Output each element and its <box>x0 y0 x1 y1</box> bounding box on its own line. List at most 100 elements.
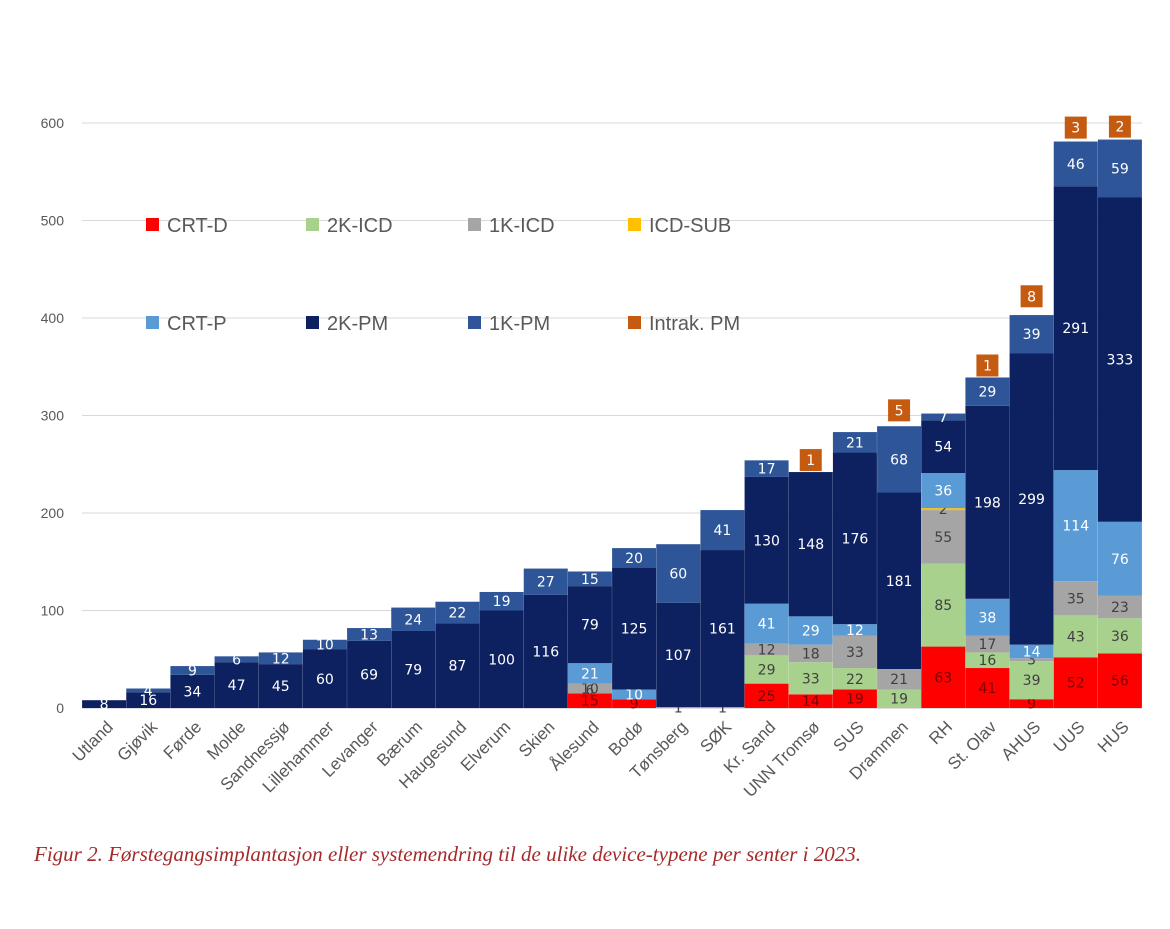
y-tick-label: 0 <box>56 700 64 716</box>
bar-segment <box>567 683 612 694</box>
bar-segment <box>1108 115 1131 138</box>
bar-segment <box>921 508 966 511</box>
bar-segment <box>656 707 701 708</box>
data-label: 17 <box>758 462 776 478</box>
y-tick-label: 600 <box>41 115 65 131</box>
data-label: 36 <box>1111 629 1129 645</box>
data-label: 47 <box>228 678 246 694</box>
data-label: 39 <box>1023 673 1041 689</box>
data-label: 1 <box>674 701 683 717</box>
legend-label: CRT-D <box>167 215 228 237</box>
bar-segment <box>567 693 612 708</box>
data-label: 39 <box>1023 327 1041 343</box>
bar-segment <box>567 663 612 684</box>
data-label: 76 <box>1111 552 1129 568</box>
bar-segment <box>612 699 657 708</box>
bar-segment <box>479 591 524 611</box>
data-label: 14 <box>802 694 820 710</box>
bar-segment <box>126 692 171 708</box>
data-label: 8 <box>1027 289 1036 305</box>
data-label: 12 <box>846 623 864 639</box>
data-label: 79 <box>581 618 599 634</box>
x-tick-label: Utland <box>69 717 117 765</box>
bar-segment <box>1009 315 1054 354</box>
data-label: 29 <box>758 662 776 678</box>
data-label: 3 <box>1071 121 1080 137</box>
bar-segment <box>965 377 1010 406</box>
bar-segment <box>170 666 215 675</box>
bar-segment <box>788 694 833 708</box>
data-label: 9 <box>188 663 197 679</box>
data-label: 6 <box>586 683 594 698</box>
data-label: 18 <box>802 646 820 662</box>
bar-segment <box>656 544 701 603</box>
data-label: 9 <box>1027 697 1036 713</box>
bar-segment <box>214 662 259 708</box>
bar-segment <box>965 652 1010 669</box>
bar-segment <box>1009 353 1054 645</box>
bar-segment <box>877 492 922 669</box>
data-label: 15 <box>581 572 599 588</box>
bar-segment <box>965 598 1010 636</box>
bar-segment <box>744 460 789 477</box>
data-label: 6 <box>232 652 241 668</box>
legend-swatch <box>306 316 319 329</box>
bar-segment <box>744 655 789 684</box>
data-label: 8 <box>100 697 109 713</box>
legend-swatch <box>468 316 481 329</box>
bar-segment <box>391 607 436 631</box>
bar-segment <box>700 707 745 708</box>
data-label: 33 <box>846 645 864 661</box>
data-label: 41 <box>758 617 776 633</box>
figure-caption: Figur 2. Førstegangsimplantasjon eller s… <box>34 842 861 866</box>
y-tick-label: 200 <box>41 505 65 521</box>
data-label: 3 <box>1027 653 1036 669</box>
bar-segment <box>170 674 215 708</box>
data-label: 21 <box>846 435 864 451</box>
bar-segment <box>788 662 833 695</box>
data-label: 19 <box>493 594 511 610</box>
bar-segment <box>302 639 347 650</box>
y-tick-label: 100 <box>41 603 65 619</box>
bar-segment <box>82 700 127 708</box>
data-label: 24 <box>404 612 422 628</box>
x-tick-label: RH <box>925 717 956 748</box>
bar-segment <box>788 644 833 663</box>
bar-segment <box>965 668 1010 708</box>
data-label: 33 <box>802 671 820 687</box>
bar-segment <box>700 550 745 708</box>
data-label: 181 <box>886 574 913 590</box>
bar-segment <box>567 571 612 587</box>
data-label: 299 <box>1018 492 1045 508</box>
bar-segment <box>1009 699 1054 708</box>
data-label: 46 <box>1067 157 1085 173</box>
bar-segment <box>1020 285 1043 308</box>
bar-segment <box>302 649 347 708</box>
data-label: 34 <box>184 684 202 700</box>
x-tick-label: Førde <box>160 717 205 762</box>
bar-segment <box>1009 644 1054 659</box>
bar-segment <box>435 601 480 624</box>
bar-segment <box>744 476 789 604</box>
bar-segment <box>832 452 877 625</box>
data-label: 87 <box>449 659 467 675</box>
bar-segment <box>1053 657 1098 708</box>
bar-segment <box>1097 595 1142 619</box>
data-label: 56 <box>1111 674 1129 690</box>
legend-swatch <box>306 218 319 231</box>
data-label: 10 <box>316 638 334 654</box>
legend-swatch <box>468 218 481 231</box>
bar-segment <box>965 405 1010 599</box>
bar-segment <box>832 668 877 690</box>
bar-segment <box>744 683 789 708</box>
stacked-bar-chart: 01002003004005006008Utland164Gjøvik349Fø… <box>41 115 1142 801</box>
data-label: 36 <box>934 484 952 500</box>
data-label: 27 <box>537 575 555 591</box>
bar-segment <box>965 635 1010 653</box>
bar-segment <box>877 669 922 690</box>
data-label: 13 <box>360 627 378 643</box>
bar-segment <box>347 628 392 641</box>
data-label: 21 <box>890 672 908 688</box>
bar-segment <box>347 640 392 708</box>
bar-segment <box>479 610 524 708</box>
